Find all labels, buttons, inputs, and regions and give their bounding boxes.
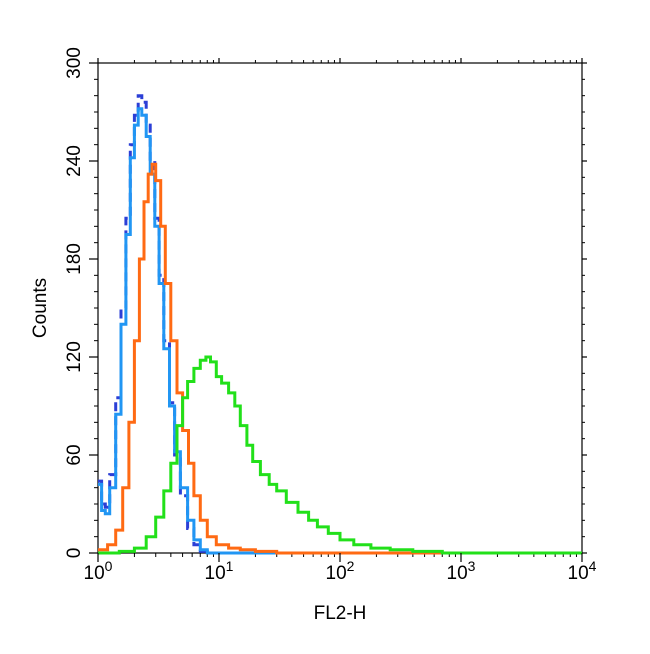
x-tick-base: 10 xyxy=(447,563,468,584)
y-tick-label: 0 xyxy=(64,548,85,559)
x-tick-exponent: 0 xyxy=(105,558,113,574)
x-tick-base: 10 xyxy=(205,563,226,584)
series-line-1 xyxy=(98,107,582,555)
x-tick-exponent: 4 xyxy=(589,558,597,574)
x-tick-exponent: 3 xyxy=(468,558,476,574)
x-tick-exponent: 2 xyxy=(347,558,355,574)
series-line-2 xyxy=(98,162,582,555)
x-tick-base: 10 xyxy=(326,563,347,584)
series-line-3 xyxy=(98,355,582,555)
y-tick-label: 60 xyxy=(64,444,85,465)
x-tick-label: 103 xyxy=(447,558,476,584)
y-tick-label: 180 xyxy=(64,243,85,275)
y-tick-label: 300 xyxy=(64,47,85,79)
y-axis-ticks: 0 60 120 180 240 300 xyxy=(64,47,587,558)
x-tick-label: 102 xyxy=(326,558,355,584)
y-axis-title: Counts xyxy=(30,278,51,338)
x-tick-label: 104 xyxy=(568,558,597,584)
x-tick-base: 10 xyxy=(568,563,589,584)
x-tick-label: 101 xyxy=(205,558,234,584)
y-tick-label: 240 xyxy=(64,145,85,177)
y-tick-label: 120 xyxy=(64,341,85,373)
x-tick-exponent: 1 xyxy=(226,558,234,574)
x-tick-label: 100 xyxy=(84,558,113,584)
x-axis-title: FL2-H xyxy=(314,603,367,624)
x-tick-base: 10 xyxy=(84,563,105,584)
minor-ticks xyxy=(94,60,585,557)
series-layer xyxy=(98,94,582,555)
x-axis-ticks: 100 101 102 103 104 xyxy=(84,58,597,584)
